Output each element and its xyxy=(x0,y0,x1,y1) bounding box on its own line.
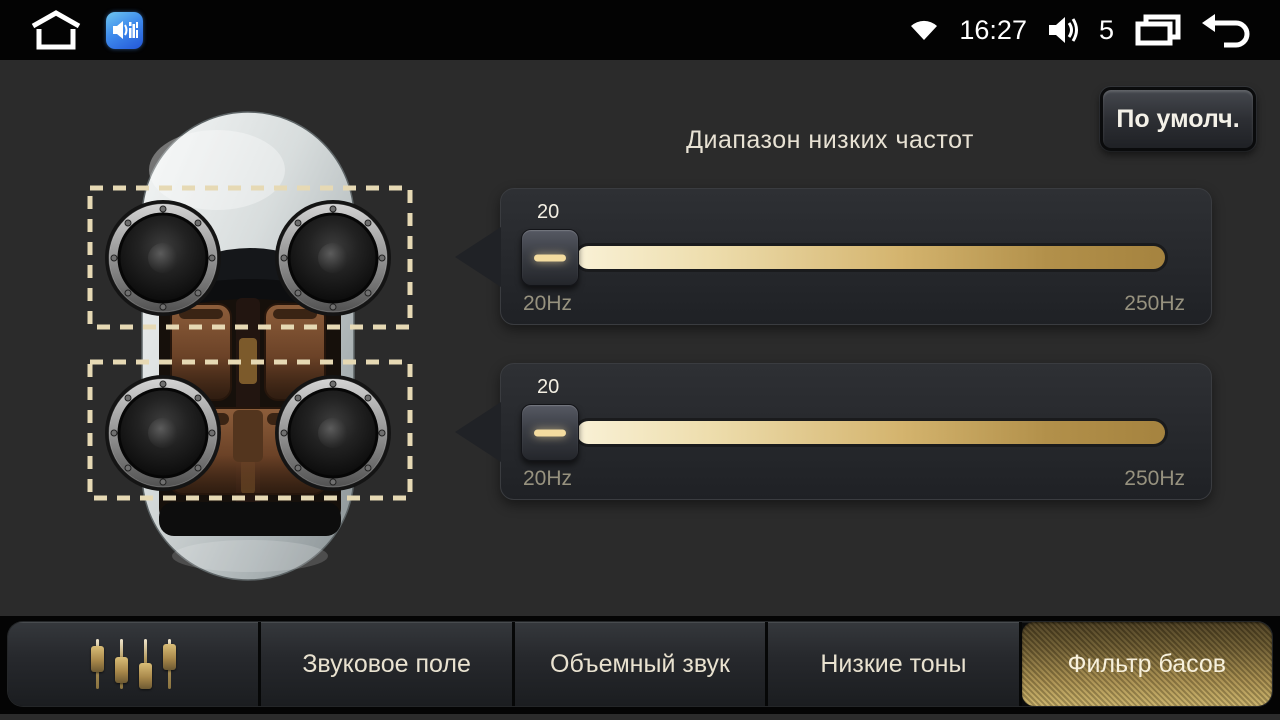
tab-sound-field[interactable]: Звуковое поле xyxy=(261,622,515,706)
front-slider-max-label: 250Hz xyxy=(1124,292,1185,315)
bottom-tab-strip: Звуковое поле Объемный звук Низкие тоны … xyxy=(0,616,1280,714)
panel-pointer-rear xyxy=(455,401,501,462)
rear-left-speaker-icon xyxy=(103,373,223,493)
rear-slider-value: 20 xyxy=(537,376,560,398)
handle-dash-icon xyxy=(534,429,566,436)
back-icon[interactable] xyxy=(1202,10,1252,50)
front-slider-handle[interactable] xyxy=(521,229,579,286)
front-bass-range-panel: 20 20Hz 250Hz xyxy=(455,188,1212,325)
tab-surround-sound[interactable]: Объемный звук xyxy=(514,622,769,706)
volume-icon[interactable] xyxy=(1047,15,1079,45)
front-right-speaker-icon xyxy=(273,198,393,318)
front-left-speaker-icon xyxy=(103,198,223,318)
tab-equalizer[interactable] xyxy=(8,622,262,706)
rear-slider-track[interactable] xyxy=(577,421,1165,444)
equalizer-faders-icon xyxy=(90,637,176,691)
clock: 16:27 xyxy=(959,14,1027,45)
rear-slider-handle[interactable] xyxy=(521,404,579,461)
audio-app-icon[interactable] xyxy=(106,11,143,49)
handle-dash-icon xyxy=(534,254,566,261)
volume-level: 5 xyxy=(1098,14,1114,45)
recent-apps-icon[interactable] xyxy=(1134,12,1182,48)
page-title: Диапазон низких частот xyxy=(686,126,974,154)
front-slider-value: 20 xyxy=(537,201,560,223)
tab-bar: Звуковое поле Объемный звук Низкие тоны … xyxy=(8,622,1272,706)
rear-slider-max-label: 250Hz xyxy=(1124,467,1185,490)
rear-slider-min-label: 20Hz xyxy=(523,467,573,490)
default-button[interactable]: По умолч. xyxy=(1100,87,1256,151)
status-bar: 16:27 5 xyxy=(0,0,1280,60)
front-slider-min-label: 20Hz xyxy=(523,292,573,315)
tab-bass-filter[interactable]: Фильтр басов xyxy=(1021,622,1272,706)
car-top-view xyxy=(85,108,415,586)
tab-low-tones[interactable]: Низкие тоны xyxy=(768,622,1022,706)
rear-right-speaker-icon xyxy=(273,373,393,493)
front-slider-track[interactable] xyxy=(577,246,1165,269)
panel-pointer-front xyxy=(455,226,501,287)
rear-bass-range-panel: 20 20Hz 250Hz xyxy=(455,363,1212,500)
home-icon[interactable] xyxy=(30,9,82,51)
wifi-icon xyxy=(909,18,939,42)
